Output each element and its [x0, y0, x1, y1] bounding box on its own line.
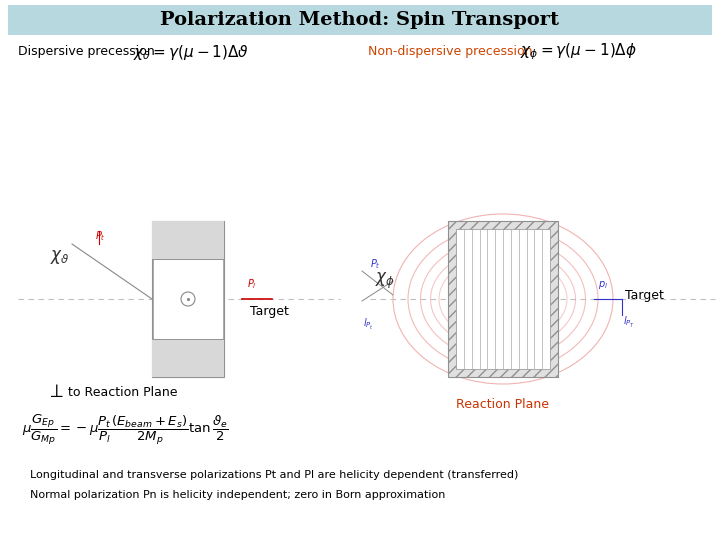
Text: $P_t$: $P_t$	[95, 229, 106, 243]
Text: Normal polarization Pn is helicity independent; zero in Born approximation: Normal polarization Pn is helicity indep…	[30, 490, 446, 500]
Bar	[448, 221, 558, 377]
Text: $\chi_{\vartheta}$: $\chi_{\vartheta}$	[50, 248, 70, 266]
Text: $p_l$: $p_l$	[598, 279, 608, 291]
Text: Non-dispersive precession: Non-dispersive precession	[368, 45, 533, 58]
Text: Target: Target	[625, 289, 664, 302]
Text: Reaction Plane: Reaction Plane	[456, 399, 549, 411]
Text: $\perp$: $\perp$	[46, 383, 64, 401]
Text: $\mu\dfrac{G_{Ep}}{G_{Mp}} = -\mu\dfrac{P_t}{P_l}\dfrac{(E_{beam}+E_s)}{2M_p}\ta: $\mu\dfrac{G_{Ep}}{G_{Mp}} = -\mu\dfrac{…	[22, 413, 228, 447]
Text: $l_{P_T}$: $l_{P_T}$	[623, 315, 635, 330]
Text: $P_t$: $P_t$	[369, 257, 380, 271]
Bar	[456, 229, 550, 369]
Text: Target: Target	[250, 305, 289, 318]
Text: Longitudinal and transverse polarizations Pt and Pl are helicity dependent (tran: Longitudinal and transverse polarization…	[30, 470, 518, 480]
Text: $\chi_{\phi}$: $\chi_{\phi}$	[375, 271, 395, 291]
Text: $\chi_{\phi} = \gamma(\mu-1)\Delta\phi$: $\chi_{\phi} = \gamma(\mu-1)\Delta\phi$	[520, 42, 637, 62]
Text: $\chi_{\vartheta} = \gamma(\mu-1)\Delta\vartheta$: $\chi_{\vartheta} = \gamma(\mu-1)\Delta\…	[133, 43, 249, 62]
Text: Dispersive precession: Dispersive precession	[18, 45, 155, 58]
Bar	[448, 221, 558, 377]
Text: $P_l$: $P_l$	[247, 277, 257, 291]
Text: Polarization Method: Spin Transport: Polarization Method: Spin Transport	[161, 11, 559, 29]
Bar	[8, 5, 712, 35]
Bar	[152, 339, 224, 377]
Bar	[152, 221, 224, 259]
Ellipse shape	[181, 292, 195, 306]
Bar	[152, 221, 224, 377]
Text: to Reaction Plane: to Reaction Plane	[68, 386, 178, 399]
Bar	[153, 259, 223, 339]
Text: $l_{P_t}$: $l_{P_t}$	[363, 317, 374, 332]
